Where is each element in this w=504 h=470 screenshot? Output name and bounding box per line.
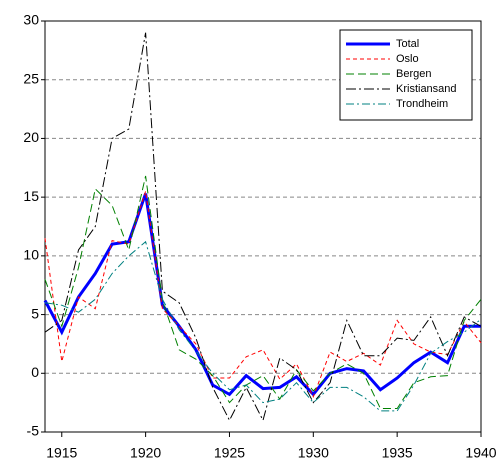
x-tick-label: 1930	[298, 445, 329, 461]
series-line	[44, 32, 482, 422]
y-tick-label: 10	[23, 247, 39, 263]
y-tick-label: 15	[23, 188, 39, 204]
y-tick-label: 5	[31, 305, 39, 321]
y-tick-label: 30	[23, 12, 39, 28]
series-line	[44, 240, 482, 412]
legend-label: Total	[396, 38, 419, 50]
plot-frame	[44, 20, 482, 433]
legend: Total Oslo Bergen Kristiansand Trondheim	[339, 29, 473, 121]
series-line	[43, 193, 481, 397]
y-tick-label: 25	[23, 70, 39, 86]
x-tick-label: 1940	[465, 445, 496, 461]
y-tick-label: 0	[31, 364, 39, 380]
x-tick-label: 1935	[382, 445, 413, 461]
legend-label: Bergen	[396, 68, 431, 80]
legend-label: Trondheim	[396, 98, 448, 110]
series-line	[44, 175, 482, 409]
series-line	[44, 191, 482, 399]
legend-label: Oslo	[396, 53, 419, 65]
legend-label: Kristiansand	[396, 83, 457, 95]
x-tick-label: 1915	[46, 445, 77, 461]
x-tick-label: 1925	[214, 445, 245, 461]
y-tick-label: -5	[27, 423, 40, 439]
x-tick-label: 1920	[130, 445, 161, 461]
y-tick-label: 20	[23, 129, 39, 145]
